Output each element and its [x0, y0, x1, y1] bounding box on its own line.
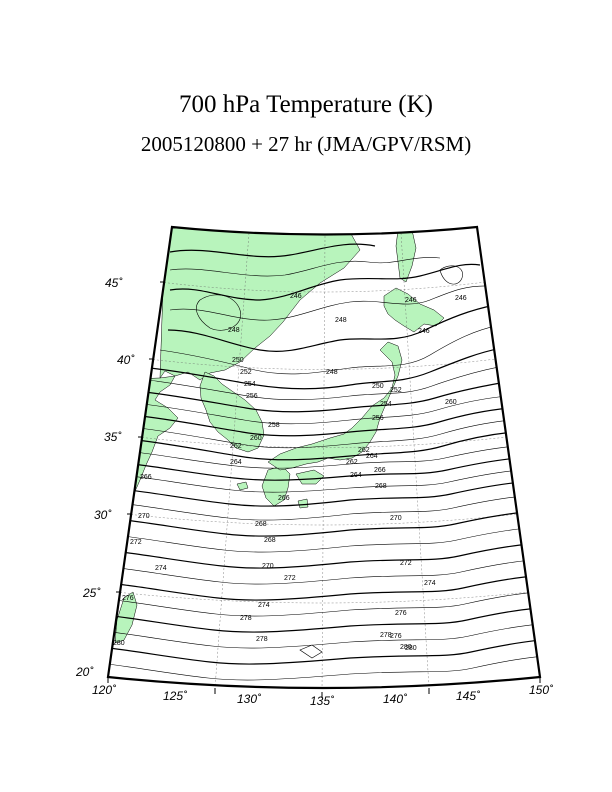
contour-label: 254: [380, 401, 392, 408]
lat-label-45: 45˚: [105, 276, 123, 290]
contour-label: 274: [258, 602, 270, 609]
contour-label: 246: [290, 293, 302, 300]
contour-label: 262: [230, 443, 242, 450]
contour-label: 256: [246, 393, 258, 400]
contour-label: 276: [395, 610, 407, 617]
lon-label-135: 135˚: [310, 694, 335, 708]
contour-label: 246: [418, 328, 430, 335]
contour-label: 278: [380, 632, 392, 639]
asian-continent-land: [159, 227, 361, 381]
contour-label: 270: [390, 515, 402, 522]
lon-label-125: 125˚: [163, 689, 188, 703]
longitude-labels: 120˚ 125˚ 130˚ 135˚ 140˚ 145˚ 150˚: [92, 683, 554, 708]
map-area: 246 248 246 246 248 246 248 250 252 254 …: [108, 227, 540, 688]
contour-label: 280: [400, 644, 412, 651]
hokkaido-island: [383, 287, 445, 333]
contour-label: 278: [240, 615, 252, 622]
contour-label: 246: [405, 297, 417, 304]
contour-label: 258: [268, 422, 280, 429]
contour-label: 250: [372, 383, 384, 390]
contour-label: 260: [250, 435, 262, 442]
contour-label: 276: [390, 633, 402, 640]
contour-label: 268: [264, 537, 276, 544]
contour-label-layer: 246 248 246 246 248 246 248 250 252 254 …: [113, 293, 467, 652]
contour-label: 274: [155, 565, 167, 572]
contour-label: 276: [122, 595, 134, 602]
contour-label: 260: [445, 399, 457, 406]
contour-label: 254: [244, 381, 256, 388]
contour-label: 268: [255, 521, 267, 528]
map-subtitle: 2005120800 + 27 hr (JMA/GPV/RSM): [140, 132, 472, 156]
lat-label-30: 30˚: [94, 508, 112, 522]
lat-label-20: 20˚: [75, 665, 94, 679]
contour-label: 274: [424, 580, 436, 587]
latitude-labels: 45˚ 40˚ 35˚ 30˚ 25˚ 20˚: [75, 276, 135, 679]
island-small: [297, 498, 309, 509]
lon-label-150: 150˚: [529, 683, 554, 697]
contour-label: 262: [346, 459, 358, 466]
contour-label: 248: [326, 369, 338, 376]
contour-label: 266: [278, 495, 290, 502]
contour-label: 268: [375, 483, 387, 490]
frame-ticks: [107, 281, 541, 698]
contour-label: 264: [366, 453, 378, 460]
lon-label-140: 140˚: [383, 692, 408, 706]
lat-label-40: 40˚: [117, 353, 135, 367]
contour-label: 248: [228, 327, 240, 334]
contour-label: 252: [390, 387, 402, 394]
map-frame: [106, 225, 542, 690]
map-title: 700 hPa Temperature (K): [179, 91, 433, 118]
contour-label: 272: [130, 539, 142, 546]
contour-label: 278: [256, 636, 268, 643]
korean-peninsula-land: [199, 371, 265, 453]
contour-label: 266: [140, 474, 152, 481]
contour-label: 250: [232, 357, 244, 364]
temperature-contours: [108, 243, 540, 681]
contour-label: 248: [335, 317, 347, 324]
lon-label-145: 145˚: [456, 689, 481, 703]
contour-label: 256: [372, 415, 384, 422]
contour-label: 252: [240, 369, 252, 376]
contour-label: 264: [230, 459, 242, 466]
sakhalin-island: [395, 229, 417, 283]
jeju-island: [236, 481, 249, 491]
shikoku-island: [295, 469, 325, 485]
contour-label: 280: [405, 645, 417, 652]
contour-label: 270: [262, 563, 274, 570]
lon-label-130: 130˚: [237, 692, 262, 706]
contour-label: 272: [284, 575, 296, 582]
contour-label: 270: [138, 513, 150, 520]
contour-label: 266: [374, 467, 386, 474]
contour-label: 262: [358, 447, 370, 454]
lon-label-120: 120˚: [92, 683, 117, 697]
contour-label: 264: [350, 472, 362, 479]
contour-label: 280: [113, 640, 125, 647]
contour-label: 272: [400, 560, 412, 567]
lat-label-35: 35˚: [104, 430, 122, 444]
contour-label: 246: [455, 295, 467, 302]
lat-label-25: 25˚: [82, 586, 101, 600]
